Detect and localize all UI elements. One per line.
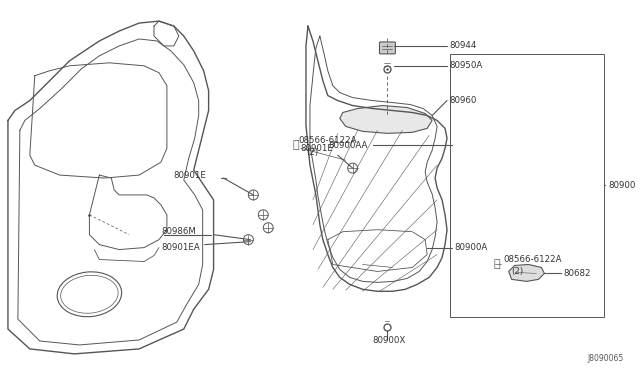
Text: 80986M: 80986M: [161, 227, 196, 236]
Bar: [450, 54, 604, 317]
Text: 80901E: 80901E: [174, 171, 207, 180]
Text: Ⓢ: Ⓢ: [292, 140, 300, 150]
Text: (2): (2): [306, 148, 318, 157]
Polygon shape: [340, 106, 432, 133]
Text: 80900X: 80900X: [372, 336, 406, 346]
Text: 80900A: 80900A: [454, 243, 487, 252]
Text: J8090065: J8090065: [588, 355, 624, 363]
Text: 80950A: 80950A: [449, 61, 483, 70]
Text: 80901E: 80901E: [300, 144, 333, 153]
Text: Ⓢ: Ⓢ: [493, 260, 500, 269]
Text: (2): (2): [511, 267, 524, 276]
Text: 80682: 80682: [563, 269, 591, 278]
Text: 80900: 80900: [608, 180, 636, 189]
Text: 80900AA: 80900AA: [328, 141, 367, 150]
FancyBboxPatch shape: [380, 42, 396, 54]
Text: 08566-6122A: 08566-6122A: [504, 255, 562, 264]
Polygon shape: [509, 264, 545, 281]
Text: 80944: 80944: [449, 41, 476, 51]
Text: 80960: 80960: [449, 96, 476, 105]
Text: 08566-6122A: 08566-6122A: [298, 136, 356, 145]
Text: 80901EA: 80901EA: [161, 243, 200, 252]
